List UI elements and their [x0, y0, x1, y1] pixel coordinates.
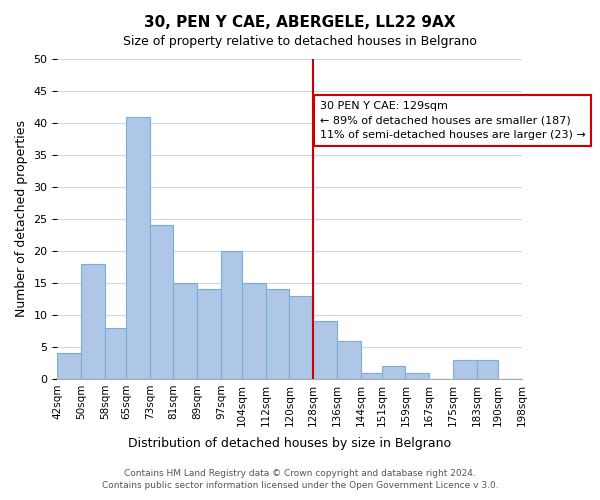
Bar	[126, 116, 149, 379]
Bar	[406, 372, 429, 379]
Bar	[197, 290, 221, 379]
Bar	[266, 290, 289, 379]
Bar	[149, 226, 173, 379]
Bar	[173, 283, 197, 379]
Y-axis label: Number of detached properties: Number of detached properties	[15, 120, 28, 318]
Bar	[361, 372, 382, 379]
X-axis label: Distribution of detached houses by size in Belgrano: Distribution of detached houses by size …	[128, 437, 451, 450]
Bar	[58, 354, 81, 379]
Bar	[105, 328, 126, 379]
Text: 30 PEN Y CAE: 129sqm
← 89% of detached houses are smaller (187)
11% of semi-deta: 30 PEN Y CAE: 129sqm ← 89% of detached h…	[320, 100, 586, 140]
Bar	[81, 264, 105, 379]
Bar	[313, 322, 337, 379]
Bar	[477, 360, 498, 379]
Text: Contains HM Land Registry data © Crown copyright and database right 2024.
Contai: Contains HM Land Registry data © Crown c…	[101, 468, 499, 490]
Text: Size of property relative to detached houses in Belgrano: Size of property relative to detached ho…	[123, 35, 477, 48]
Bar	[289, 296, 313, 379]
Bar	[221, 251, 242, 379]
Bar	[242, 283, 266, 379]
Bar	[337, 340, 361, 379]
Text: 30, PEN Y CAE, ABERGELE, LL22 9AX: 30, PEN Y CAE, ABERGELE, LL22 9AX	[144, 15, 456, 30]
Bar	[453, 360, 477, 379]
Bar	[382, 366, 406, 379]
